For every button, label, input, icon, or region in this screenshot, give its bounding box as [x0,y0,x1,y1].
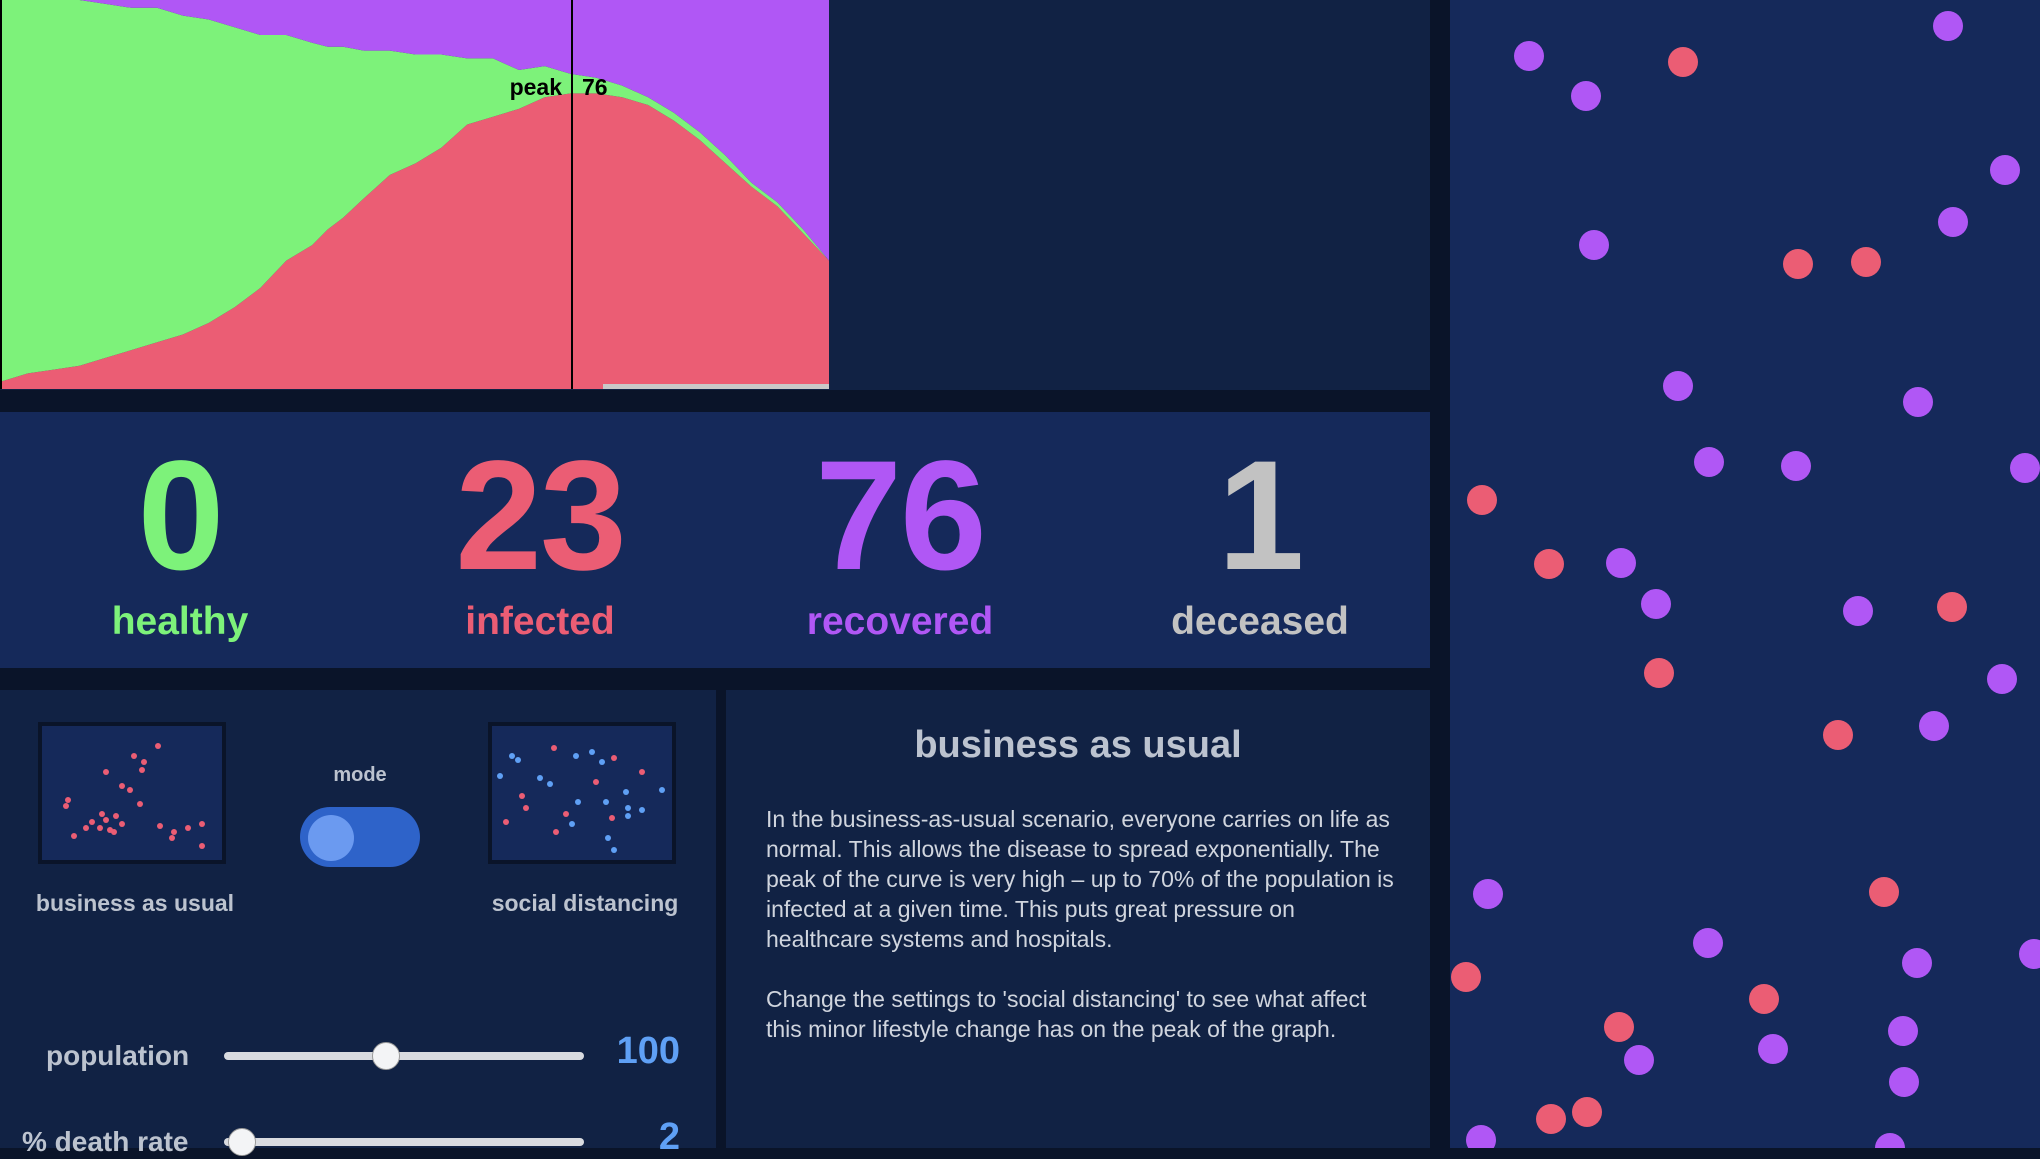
population-value: 100 [616,1030,680,1072]
death-rate-slider-label: % death rate [22,1126,189,1157]
description-paragraph-2: Change the settings to 'social distancin… [766,986,1367,1042]
recovered-label: recovered [806,600,994,643]
healthy-area [2,0,829,382]
chart-progress-strip [603,384,829,389]
stats-panel: 0 healthy 23 infected 76 recovered 1 dec… [0,412,1430,668]
epidemic-chart-panel: peak 76 [0,0,1430,390]
business-as-usual-preview[interactable] [38,722,226,864]
controls-panel: business as usual mode social distancing… [0,690,716,1158]
death-rate-slider-thumb[interactable] [228,1128,256,1156]
business-as-usual-preview-label: business as usual [35,890,235,916]
healthy-count: 0 [137,429,225,603]
infected-count: 23 [455,429,627,603]
simulation-particles [1451,11,2040,1148]
recovered-particles [1466,11,2040,1148]
mode-label: mode [333,764,387,786]
peak-value: 76 [582,74,608,100]
peak-label: peak [510,74,563,100]
deceased-label: deceased [1171,600,1349,643]
recovered-area [2,0,829,261]
death-rate-value: 2 [658,1116,680,1158]
death-rate-slider[interactable] [224,1128,584,1156]
recovered-count: 76 [815,429,987,603]
population-slider-thumb[interactable] [372,1042,400,1070]
infected-label: infected [465,600,615,643]
simulation-panel [1450,0,2040,1148]
business-as-usual-preview-dots [63,743,205,849]
healthy-label: healthy [111,600,249,643]
mode-toggle-knob[interactable] [308,815,354,861]
population-slider[interactable] [224,1042,584,1070]
deceased-count: 1 [1217,429,1305,603]
social-distancing-preview-label: social distancing [491,890,679,916]
infected-area [2,93,829,390]
social-distancing-preview[interactable] [488,722,676,864]
social-distancing-preview-dots [497,745,665,853]
infected-particles [1451,47,1967,1134]
description-title: business as usual [914,724,1242,766]
epidemic-area-chart: peak 76 [0,0,829,390]
description-paragraph-1: In the business-as-usual scenario, every… [766,806,1394,952]
population-slider-label: population [46,1040,190,1071]
mode-toggle[interactable] [300,807,420,867]
description-panel: business as usual In the business-as-usu… [726,690,1430,1148]
